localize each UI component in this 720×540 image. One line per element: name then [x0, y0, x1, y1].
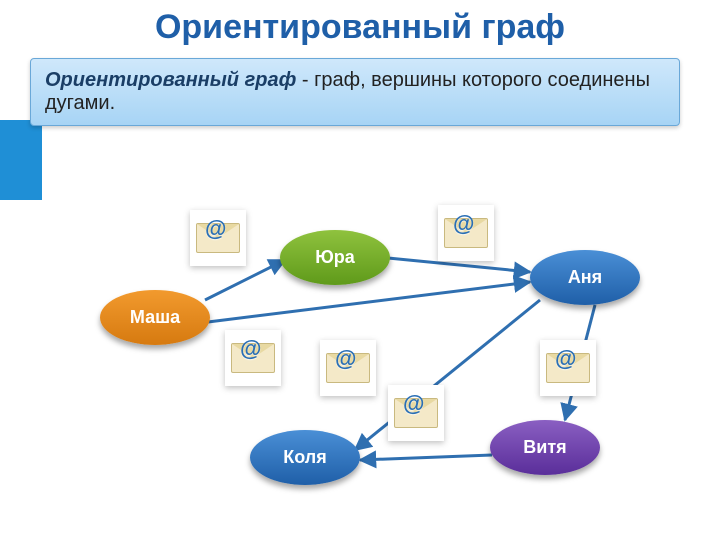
- envelope-icon: @: [444, 218, 488, 248]
- at-sign-icon: @: [555, 346, 576, 372]
- node-label: Маша: [130, 307, 180, 328]
- mail-icon: @: [540, 340, 596, 396]
- node-label: Витя: [523, 437, 566, 458]
- node-masha: Маша: [100, 290, 210, 345]
- envelope-icon: @: [196, 223, 240, 253]
- slide: Ориентированный граф Ориентированный гра…: [0, 0, 720, 540]
- envelope-icon: @: [326, 353, 370, 383]
- mail-icon: @: [320, 340, 376, 396]
- mail-icon: @: [438, 205, 494, 261]
- at-sign-icon: @: [403, 391, 424, 417]
- node-label: Аня: [568, 267, 602, 288]
- node-anya: Аня: [530, 250, 640, 305]
- graph-diagram: @@@@@@МашаЮраАняКоляВитя: [0, 0, 720, 540]
- at-sign-icon: @: [205, 216, 226, 242]
- node-label: Коля: [283, 447, 326, 468]
- envelope-icon: @: [546, 353, 590, 383]
- node-label: Юра: [315, 247, 355, 268]
- node-vitya: Витя: [490, 420, 600, 475]
- envelope-icon: @: [394, 398, 438, 428]
- mail-icon: @: [388, 385, 444, 441]
- mail-icon: @: [225, 330, 281, 386]
- node-yura: Юра: [280, 230, 390, 285]
- at-sign-icon: @: [240, 336, 261, 362]
- at-sign-icon: @: [335, 346, 356, 372]
- node-kolya: Коля: [250, 430, 360, 485]
- envelope-icon: @: [231, 343, 275, 373]
- mail-icon: @: [190, 210, 246, 266]
- at-sign-icon: @: [453, 211, 474, 237]
